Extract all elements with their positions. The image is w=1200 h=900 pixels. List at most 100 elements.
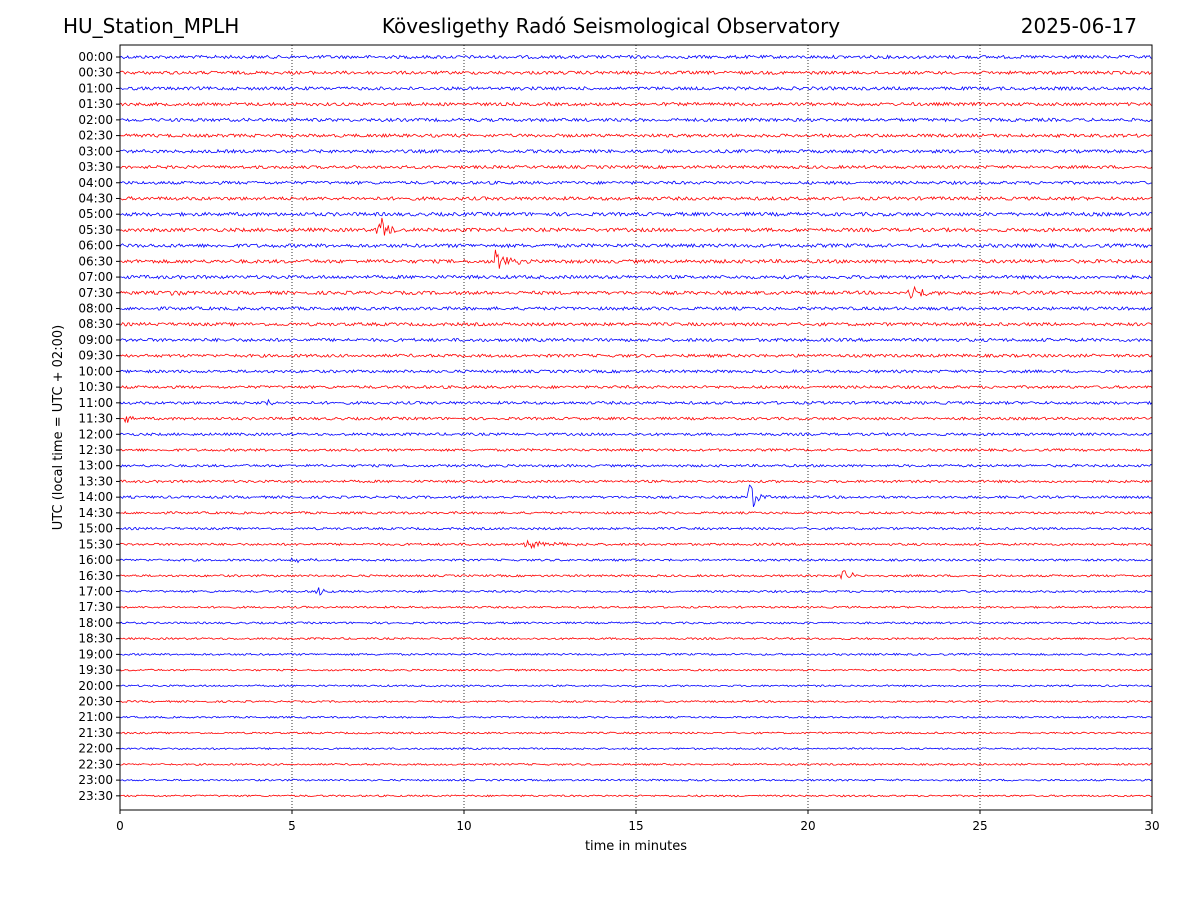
trace-row-1800	[119, 621, 1153, 625]
y-tick-label: 02:30	[78, 129, 113, 143]
y-tick-label: 04:00	[78, 176, 113, 190]
trace-row-2130	[119, 731, 1153, 735]
trace-row-0700	[120, 274, 1153, 280]
trace-row-0730	[119, 285, 1153, 299]
y-tick-label: 06:30	[78, 254, 113, 268]
y-tick-label: 07:30	[78, 286, 113, 300]
trace-row-0330	[119, 164, 1153, 170]
trace-row-0930	[119, 353, 1153, 359]
y-tick-label: 02:00	[78, 113, 113, 127]
y-tick-label: 14:00	[78, 490, 113, 504]
trace-row-2030	[119, 700, 1153, 704]
trace-row-1330	[119, 479, 1153, 484]
seismic-traces	[119, 54, 1153, 798]
trace-row-0800	[119, 306, 1153, 312]
y-tick-label: 00:30	[78, 66, 113, 80]
y-tick-label: 09:30	[78, 349, 113, 363]
y-axis-label: UTC (local time = UTC + 02:00)	[51, 325, 66, 530]
trace-row-1130	[119, 415, 1152, 424]
y-tick-label: 00:00	[78, 50, 113, 64]
x-tick-label: 15	[628, 819, 643, 833]
trace-row-1000	[119, 369, 1153, 374]
trace-row-2300	[119, 778, 1153, 782]
y-tick-label: 21:30	[78, 726, 113, 740]
y-tick-label: 18:30	[78, 632, 113, 646]
y-tick-label: 20:30	[78, 695, 113, 709]
trace-row-2330	[119, 794, 1153, 798]
trace-row-0000	[119, 54, 1153, 60]
trace-row-1230	[119, 447, 1153, 453]
trace-row-1200	[119, 431, 1153, 437]
y-tick-label: 23:30	[78, 789, 113, 803]
trace-row-1500	[119, 526, 1153, 531]
station-name: HU_Station_MPLH	[63, 14, 240, 38]
trace-row-0030	[119, 70, 1153, 76]
trace-row-0530	[119, 217, 1153, 236]
y-tick-label: 18:00	[78, 616, 113, 630]
y-tick-label: 22:30	[78, 757, 113, 771]
y-tick-label: 13:00	[78, 459, 113, 473]
trace-row-0600	[119, 242, 1153, 249]
y-tick-label: 01:30	[78, 97, 113, 111]
y-tick-label: 17:00	[78, 584, 113, 598]
trace-row-1930	[119, 668, 1153, 672]
y-tick-label: 08:00	[78, 302, 113, 316]
x-tick-label: 5	[288, 819, 296, 833]
trace-row-2200	[119, 747, 1153, 751]
y-tick-label: 12:00	[78, 427, 113, 441]
y-tick-label: 20:00	[78, 679, 113, 693]
trace-row-0500	[119, 211, 1153, 217]
trace-row-0400	[119, 180, 1153, 186]
y-tick-label: 08:30	[78, 317, 113, 331]
trace-row-1900	[119, 652, 1153, 657]
trace-row-0200	[119, 117, 1153, 123]
chart-date: 2025-06-17	[1020, 14, 1137, 38]
y-tick-label: 16:30	[78, 569, 113, 583]
y-tick-label: 14:30	[78, 506, 113, 520]
y-tick-label: 04:30	[78, 191, 113, 205]
y-tick-label: 09:00	[78, 333, 113, 347]
y-tick-label: 12:30	[78, 443, 113, 457]
trace-row-2230	[119, 762, 1153, 766]
y-tick-label: 10:00	[78, 364, 113, 378]
x-tick-label: 25	[972, 819, 987, 833]
y-tick-label: 03:30	[78, 160, 113, 174]
y-tick-label: 19:30	[78, 663, 113, 677]
trace-row-0900	[119, 337, 1153, 343]
y-tick-label: 11:00	[78, 396, 113, 410]
trace-row-2000	[119, 684, 1153, 688]
x-tick-label: 20	[800, 819, 815, 833]
trace-row-0230	[119, 133, 1153, 139]
observatory-title: Kövesligethy Radó Seismological Observat…	[381, 14, 841, 38]
y-tick-label: 16:00	[78, 553, 113, 567]
x-axis-ticks: 0 5 10 15 20 25 30	[116, 810, 1160, 833]
trace-row-1530	[119, 539, 1153, 550]
trace-row-0630	[119, 249, 1153, 269]
y-tick-label: 07:00	[78, 270, 113, 284]
y-tick-label: 15:00	[78, 522, 113, 536]
y-tick-label: 17:30	[78, 600, 113, 614]
y-tick-label: 15:30	[78, 537, 113, 551]
trace-row-1730	[119, 605, 1153, 609]
y-tick-label: 19:00	[78, 647, 113, 661]
x-tick-label: 0	[116, 819, 124, 833]
y-tick-label: 01:00	[78, 81, 113, 95]
y-tick-label: 05:30	[78, 223, 113, 237]
x-axis-label: time in minutes	[585, 839, 687, 854]
y-tick-label: 13:30	[78, 474, 113, 488]
trace-row-0830	[119, 321, 1153, 327]
y-tick-label: 21:00	[78, 710, 113, 724]
trace-row-2100	[119, 715, 1152, 719]
y-tick-label: 06:00	[78, 239, 113, 253]
trace-row-1400	[119, 484, 1153, 507]
trace-row-1300	[119, 463, 1153, 468]
x-tick-label: 10	[456, 819, 471, 833]
y-tick-label: 03:00	[78, 144, 113, 158]
y-tick-label: 11:30	[78, 412, 113, 426]
x-gridlines	[291, 45, 981, 810]
trace-row-0130	[119, 101, 1153, 107]
trace-row-1430	[119, 510, 1153, 515]
y-tick-label: 23:00	[78, 773, 113, 787]
trace-row-1700	[119, 587, 1152, 596]
